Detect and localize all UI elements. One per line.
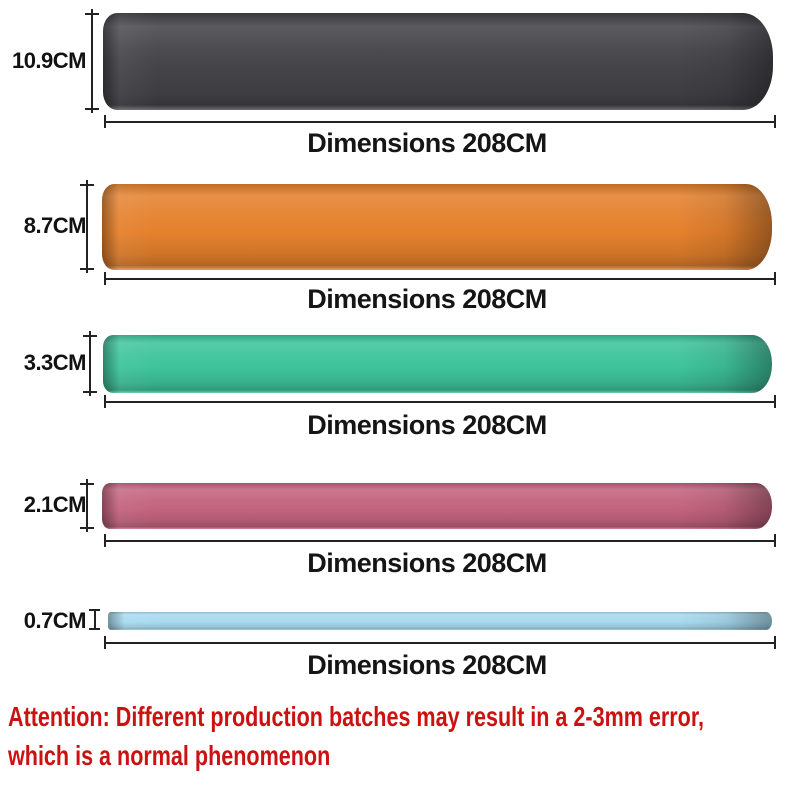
band-width-label: 3.3CM [23, 350, 87, 375]
band-width-label: 10.9CM [11, 48, 87, 73]
height-measure-line [89, 609, 100, 630]
band-length-label: Dimensions 208CM [307, 128, 547, 158]
band-length-label: Dimensions 208CM [307, 284, 547, 314]
band-width-label: 2.1CM [23, 492, 87, 517]
measure-line-stem [93, 611, 96, 628]
band-width-label: 0.7CM [23, 608, 87, 633]
length-measure-line [104, 272, 776, 285]
length-measure-line [104, 534, 776, 547]
resistance-band-black [103, 13, 773, 110]
band-length-label: Dimensions 208CM [307, 548, 547, 578]
measure-line-stem [91, 9, 93, 113]
band-length-label: Dimensions 208CM [307, 410, 547, 440]
measure-line-stem [86, 479, 88, 532]
band-length-label: Dimensions 208CM [307, 650, 547, 680]
resistance-band-blue [108, 612, 772, 630]
resistance-band-orange [102, 184, 772, 270]
band-width-label: 8.7CM [23, 213, 87, 238]
resistance-band-green [103, 335, 772, 393]
attention-note-line-2: which is a normal phenomenon [8, 740, 331, 771]
length-measure-line [104, 395, 776, 408]
height-measure-line [83, 331, 97, 396]
height-measure-line [80, 479, 94, 532]
attention-note: Attention: Different production batches … [8, 697, 800, 775]
resistance-band-pink [102, 483, 772, 529]
height-measure-line [85, 9, 99, 113]
length-measure-line [104, 636, 776, 649]
attention-note-line-1: Attention: Different production batches … [8, 701, 705, 732]
length-measure-line [104, 115, 776, 128]
measure-line-stem [89, 331, 91, 396]
height-measure-line [80, 180, 94, 273]
measure-line-stem [86, 180, 88, 273]
